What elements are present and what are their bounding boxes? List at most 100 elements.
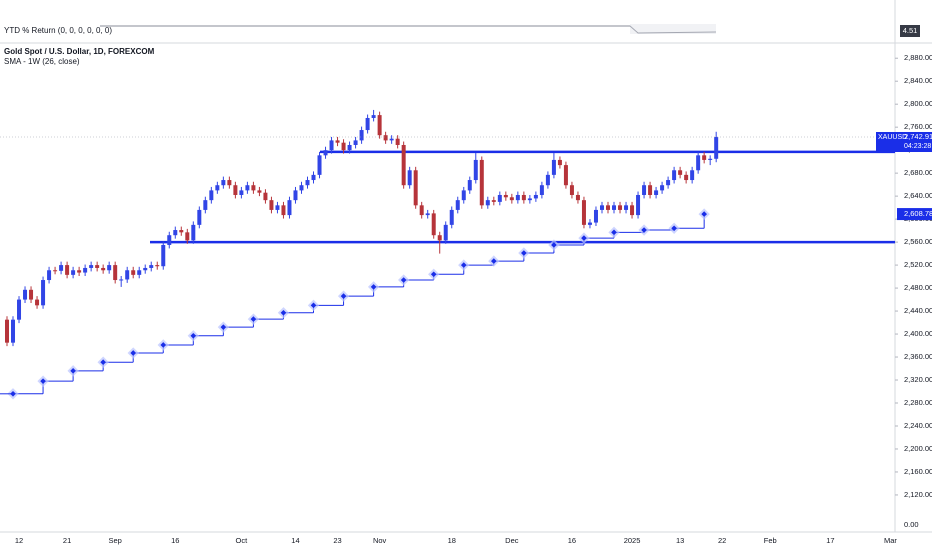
y-tick-label: 2,680.00 (904, 168, 932, 177)
candle-body (5, 319, 9, 343)
ytd-label: YTD % Return (0, 0, 0, 0, 0, 0) (4, 26, 112, 35)
candle-body (569, 185, 574, 195)
candle-body (443, 224, 448, 241)
candle-body (455, 200, 460, 210)
candle-body (371, 115, 376, 118)
candle-body (317, 155, 322, 175)
candle-body (83, 267, 88, 273)
candle-body (209, 190, 214, 201)
sma-marker (310, 302, 317, 309)
candle-body (612, 205, 617, 210)
price-tag-countdown: 04:23:28 (904, 143, 931, 150)
candle-body (509, 197, 514, 201)
candle-body (305, 180, 310, 186)
candle-body (77, 270, 82, 273)
candle-body (161, 244, 166, 267)
sma-marker (280, 309, 287, 316)
candle-body (179, 230, 184, 233)
candle-body (257, 190, 262, 193)
indicator-label: SMA - 1W (26, close) (4, 57, 80, 66)
candle-body (666, 180, 671, 186)
x-tick-label: Dec (505, 536, 519, 545)
sma-marker (370, 284, 377, 290)
candle-body (11, 319, 16, 343)
candle-body (287, 200, 292, 216)
x-tick-label: Oct (236, 536, 249, 545)
candle-body (636, 194, 641, 216)
candle-body (245, 185, 250, 191)
candle-body (515, 194, 520, 201)
sma-marker (340, 293, 347, 299)
y-tick-label: 2,840.00 (904, 76, 932, 85)
candle-body (473, 159, 478, 181)
candle-body (684, 174, 689, 181)
candle-body (233, 185, 238, 195)
candle-body (702, 155, 707, 160)
candle-body (696, 155, 701, 171)
candle-body (29, 289, 34, 300)
x-tick-label: 23 (333, 536, 341, 545)
x-tick-label: 12 (15, 536, 23, 545)
candle-body (630, 205, 635, 216)
candle-body (503, 194, 508, 198)
candle-body (606, 205, 610, 210)
y-tick-label: 2,440.00 (904, 306, 932, 315)
candle-body (678, 170, 683, 175)
y-tick-label: 2,480.00 (904, 283, 932, 292)
candle-body (221, 180, 226, 186)
sma-marker (581, 235, 587, 241)
candle-body (107, 265, 112, 271)
candle-body (149, 265, 154, 268)
candle-body (365, 117, 370, 131)
candle-body (215, 185, 220, 191)
candle-body (191, 224, 196, 241)
y-tick-label: 2,240.00 (904, 421, 932, 430)
sma-marker (671, 225, 677, 232)
candle-body (65, 265, 70, 275)
candle-body (113, 265, 118, 281)
candle-body (401, 144, 406, 186)
candle-body (239, 190, 244, 195)
y-tick-label: 2,280.00 (904, 398, 932, 407)
candle-body (89, 265, 94, 268)
candle-body (47, 270, 52, 281)
candle-body (119, 279, 124, 281)
candle-body (23, 289, 28, 300)
candle-body (251, 185, 256, 191)
candle-body (143, 267, 148, 271)
sma-marker (611, 229, 617, 236)
x-tick-label: 16 (171, 536, 179, 545)
candle-body (593, 209, 598, 223)
x-tick-label: 14 (291, 536, 299, 545)
candle-body (269, 200, 274, 210)
candle-body (35, 299, 40, 306)
x-tick-label: 16 (568, 536, 576, 545)
candle-body (551, 159, 556, 175)
candle-body (624, 205, 629, 210)
candle-body (185, 232, 190, 241)
x-tick-label: 17 (826, 536, 834, 545)
candle-body (395, 138, 400, 145)
sma-marker (70, 367, 76, 374)
candle-body (275, 205, 280, 210)
candle-body (71, 270, 76, 275)
candle-body (137, 270, 142, 275)
candle-body (527, 198, 532, 201)
chart-title: Gold Spot / U.S. Dollar, 1D, FOREXCOM (4, 47, 155, 56)
x-tick-label: 18 (448, 536, 456, 545)
candle-body (618, 205, 623, 210)
y-tick-label: 2,360.00 (904, 352, 932, 361)
x-tick-label: Feb (764, 536, 777, 545)
candle-body (521, 194, 526, 201)
candle-body (323, 150, 328, 156)
candle-body (377, 115, 382, 136)
candle-body (485, 200, 490, 206)
ytd-value: 4.51 (903, 26, 918, 35)
sma-marker (460, 262, 467, 268)
x-tick-label: 13 (676, 536, 684, 545)
candle-body (599, 205, 604, 210)
x-tick-label: 21 (63, 536, 71, 545)
candle-body (359, 130, 364, 141)
price-tag-symbol: XAUUSD (878, 134, 907, 141)
